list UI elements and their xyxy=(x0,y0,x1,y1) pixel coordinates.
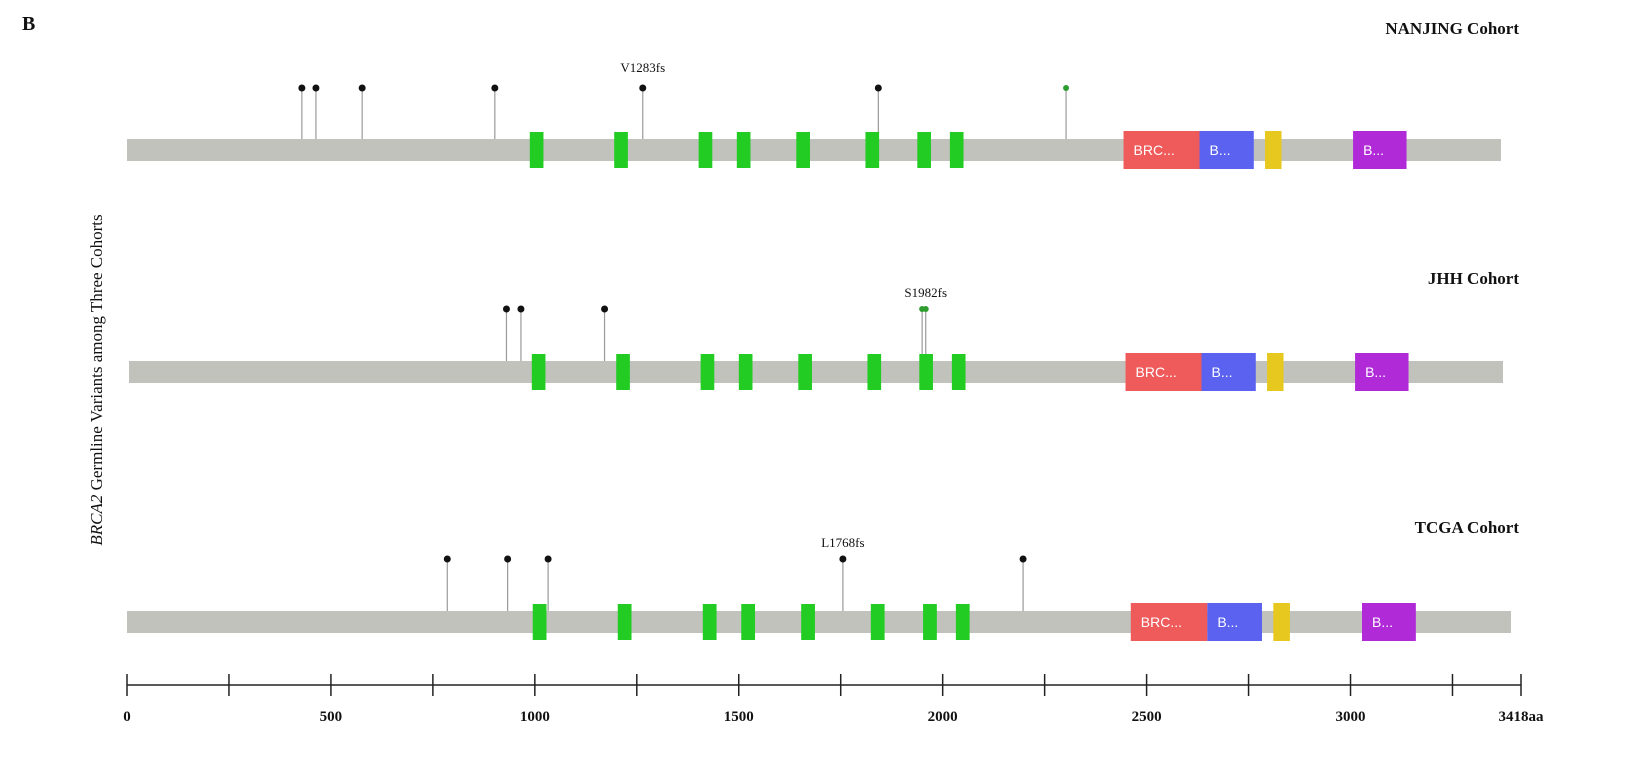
variant-head[interactable] xyxy=(874,84,882,92)
variant-head[interactable] xyxy=(839,555,847,563)
variant-head[interactable] xyxy=(312,84,320,92)
domain-brc-repeat[interactable] xyxy=(801,604,815,640)
domain-brc-repeat[interactable] xyxy=(949,132,964,168)
domain-brc-repeat[interactable] xyxy=(798,354,812,390)
domain-brc-repeat[interactable] xyxy=(919,354,933,390)
protein-backbone xyxy=(127,611,1511,633)
variant-head[interactable] xyxy=(639,84,647,92)
variant-head[interactable] xyxy=(358,84,366,92)
domain-brc-repeat[interactable] xyxy=(529,132,544,168)
domain-brc-repeat[interactable] xyxy=(870,604,885,640)
axis-tick-label: 3418aa xyxy=(1499,709,1545,725)
domain-ob3[interactable] xyxy=(1361,603,1416,641)
domain-tower[interactable] xyxy=(1267,353,1284,391)
domain-tower[interactable] xyxy=(1273,603,1290,641)
domain-helical[interactable] xyxy=(1123,131,1200,169)
domain-brc-repeat[interactable] xyxy=(698,132,713,168)
domain-brc-repeat[interactable] xyxy=(616,354,630,390)
variant-head[interactable] xyxy=(1019,555,1027,563)
cohort-name: TCGA Cohort xyxy=(1415,518,1520,537)
y-axis-label-text: Germline Variants among Three Cohorts xyxy=(87,214,106,494)
gene-name: BRCA2 xyxy=(87,494,106,545)
domain-label: B... xyxy=(1372,614,1393,630)
domain-brc-repeat[interactable] xyxy=(738,354,753,390)
domain-brc-repeat[interactable] xyxy=(700,354,715,390)
domain-helical[interactable] xyxy=(1125,353,1202,391)
domain-label: BRC... xyxy=(1136,364,1177,380)
domain-ob-fold[interactable] xyxy=(1199,131,1254,169)
domain-tower[interactable] xyxy=(1265,131,1282,169)
position-axis: 0 500 1000 1500 2000 2500 3000 3418aa xyxy=(123,674,1544,725)
domain-label: B... xyxy=(1210,142,1231,158)
domain-label: B... xyxy=(1212,364,1233,380)
variant-head[interactable] xyxy=(504,555,512,563)
variant-head[interactable] xyxy=(491,84,499,92)
cohort-name: JHH Cohort xyxy=(1428,269,1519,288)
domain-ob3[interactable] xyxy=(1353,131,1407,169)
domain-ob3[interactable] xyxy=(1355,353,1409,391)
domain-brc-repeat[interactable] xyxy=(532,604,547,640)
variant-head[interactable] xyxy=(443,555,451,563)
axis-tick-label: 0 xyxy=(123,709,131,725)
axis-tick-label: 2000 xyxy=(928,709,958,725)
domain-brc-repeat[interactable] xyxy=(951,354,966,390)
variant-label: L1768fs xyxy=(821,535,864,550)
variant-label: V1283fs xyxy=(620,60,665,75)
domain-label: B... xyxy=(1363,142,1384,158)
domain-brc-repeat[interactable] xyxy=(865,132,880,168)
variant-label: S1982fs xyxy=(904,285,947,300)
axis-tick-label: 3000 xyxy=(1336,709,1366,725)
domain-brc-repeat[interactable] xyxy=(614,132,628,168)
domain-brc-repeat[interactable] xyxy=(741,604,756,640)
domain-brc-repeat[interactable] xyxy=(867,354,882,390)
panel-label: B xyxy=(22,13,35,35)
domain-helical[interactable] xyxy=(1130,603,1208,641)
domain-label: BRC... xyxy=(1134,142,1175,158)
cohort-track: TCGA Cohort L1768fs BRC... B... B... xyxy=(127,518,1519,641)
domain-brc-repeat[interactable] xyxy=(917,132,931,168)
variant-head[interactable] xyxy=(601,305,609,313)
domain-brc-repeat[interactable] xyxy=(923,604,937,640)
variant-head[interactable] xyxy=(502,305,510,313)
axis-tick-label: 2500 xyxy=(1132,709,1162,725)
domain-brc-repeat[interactable] xyxy=(796,132,810,168)
axis-tick-label: 1500 xyxy=(724,709,754,725)
cohort-track: NANJING Cohort V1283fs BRC... B... B... xyxy=(127,19,1519,169)
domain-label: B... xyxy=(1365,364,1386,380)
domain-brc-repeat[interactable] xyxy=(702,604,717,640)
protein-backbone xyxy=(129,361,1503,383)
domain-ob-fold[interactable] xyxy=(1201,353,1256,391)
protein-backbone xyxy=(127,139,1501,161)
cohort-name: NANJING Cohort xyxy=(1385,19,1519,38)
variant-head[interactable] xyxy=(544,555,552,563)
variant-head[interactable] xyxy=(298,84,306,92)
domain-brc-repeat[interactable] xyxy=(531,354,546,390)
domain-label: B... xyxy=(1217,614,1238,630)
domain-brc-repeat[interactable] xyxy=(617,604,632,640)
y-axis-label: BRCA2 Germline Variants among Three Coho… xyxy=(87,214,106,545)
cohort-track: JHH Cohort S1982fs BRC... B... B... xyxy=(129,269,1519,391)
axis-tick-label: 1000 xyxy=(520,709,550,725)
domain-ob-fold[interactable] xyxy=(1207,603,1262,641)
domain-label: BRC... xyxy=(1141,614,1182,630)
variant-head[interactable] xyxy=(1063,85,1070,91)
domain-brc-repeat[interactable] xyxy=(955,604,970,640)
axis-tick-label: 500 xyxy=(320,709,343,725)
domain-brc-repeat[interactable] xyxy=(736,132,751,168)
variant-head[interactable] xyxy=(517,305,525,313)
variant-head[interactable] xyxy=(922,306,929,312)
